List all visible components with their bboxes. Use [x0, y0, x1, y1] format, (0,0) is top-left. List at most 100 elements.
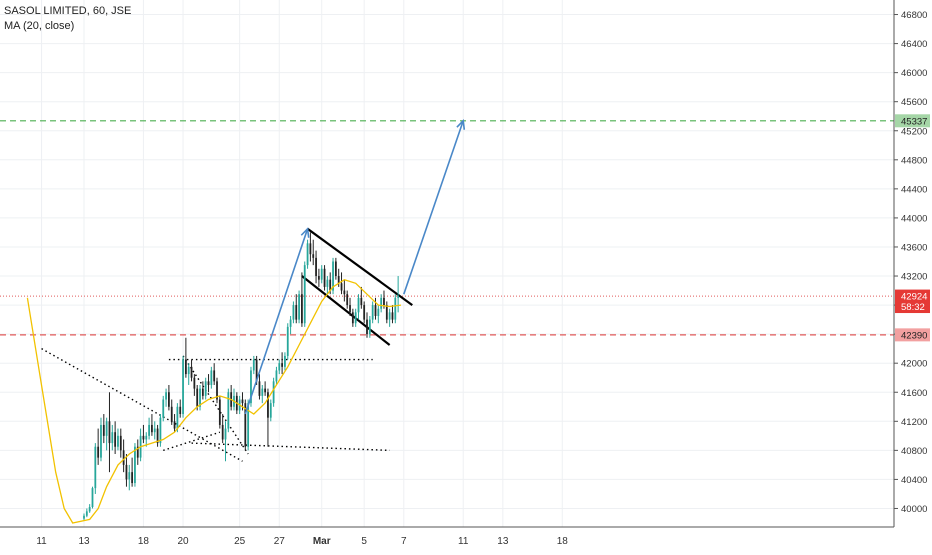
candle-body	[281, 363, 283, 367]
candle	[346, 290, 349, 309]
arrow-projection	[403, 120, 464, 295]
y-tick-label: 46800	[901, 10, 927, 21]
candle-body	[153, 428, 156, 433]
candle	[281, 352, 283, 375]
candle	[306, 239, 309, 269]
candle-body	[187, 366, 190, 375]
candle-body	[117, 435, 119, 447]
candle	[170, 399, 173, 425]
candle	[377, 305, 380, 324]
candle	[224, 421, 227, 462]
candle	[168, 384, 170, 411]
candle	[363, 301, 366, 324]
candle-body	[142, 435, 145, 440]
candle	[391, 305, 394, 324]
candle	[366, 312, 368, 338]
candle-body	[292, 305, 295, 320]
candle	[94, 443, 97, 494]
candles	[83, 232, 400, 521]
price-marker-target: 45337	[895, 114, 930, 128]
candle-body	[100, 424, 102, 458]
candle-body	[323, 268, 326, 287]
y-tick-label: 43200	[901, 272, 927, 283]
y-tick-label: 44800	[901, 155, 927, 166]
candle	[312, 239, 315, 266]
candle	[117, 428, 119, 451]
candle-body	[261, 388, 264, 396]
candle-body	[88, 507, 91, 512]
y-tick-label: 43600	[901, 242, 927, 253]
candle-body	[255, 359, 258, 382]
candle	[114, 421, 117, 454]
candle-body	[184, 359, 187, 375]
price-marker-countdown: 58:32	[895, 300, 930, 314]
candle-body	[267, 392, 269, 418]
candle	[354, 308, 357, 327]
price-marker-bg	[895, 289, 930, 303]
candle	[184, 337, 187, 378]
candle-body	[252, 359, 255, 371]
candle	[250, 366, 252, 407]
candle-body	[102, 424, 105, 436]
candle	[351, 308, 354, 327]
x-tick-label: 18	[557, 536, 569, 547]
candle-body	[151, 424, 153, 433]
candle	[275, 366, 278, 385]
candle-body	[221, 424, 224, 440]
candle	[295, 294, 298, 324]
x-tick-label: Mar	[313, 536, 331, 547]
candle-body	[201, 388, 204, 396]
candle-body	[114, 432, 117, 447]
candle	[148, 417, 150, 440]
y-tick-label: 40000	[901, 504, 927, 515]
candle-body	[148, 424, 150, 436]
candle-body	[224, 428, 227, 440]
candle-body	[111, 432, 114, 444]
candle	[394, 294, 397, 324]
candle	[213, 363, 216, 385]
candle	[323, 265, 326, 291]
candle	[210, 366, 213, 389]
y-tick-label: 45200	[901, 126, 927, 137]
candle	[119, 428, 122, 458]
chart-legend: SASOL LIMITED, 60, JSE MA (20, close)	[4, 4, 131, 34]
candle	[261, 384, 264, 404]
candle-body	[303, 265, 306, 324]
candle-body	[213, 370, 216, 382]
x-tick-label: 11	[458, 536, 469, 547]
candle	[303, 261, 306, 327]
candle-body	[326, 279, 329, 287]
candle-body	[315, 257, 317, 277]
candle	[151, 414, 153, 436]
x-tick-label: 20	[177, 536, 189, 547]
candle	[278, 359, 281, 375]
candle-body	[168, 392, 170, 407]
candle-body	[334, 261, 337, 277]
candle-body	[244, 403, 247, 447]
candle-body	[264, 388, 267, 393]
y-tick-label: 40800	[901, 446, 927, 457]
candle	[309, 232, 312, 262]
candle-body	[343, 290, 346, 295]
candle-body	[275, 370, 278, 382]
candle-body	[199, 388, 201, 407]
price-marker-bg	[895, 328, 930, 342]
candle	[105, 417, 108, 451]
candle	[142, 424, 145, 444]
candle	[343, 279, 346, 302]
candle	[371, 301, 374, 324]
candle	[201, 381, 204, 400]
candle	[385, 301, 388, 324]
legend-title: SASOL LIMITED, 60, JSE	[4, 5, 132, 17]
line-flag-top	[306, 227, 413, 306]
candle-body	[329, 279, 332, 291]
candle	[128, 464, 131, 491]
candle-body	[182, 359, 184, 415]
candle-body	[363, 305, 366, 320]
candle-body	[374, 305, 377, 316]
candle	[122, 439, 125, 473]
line-wedge-lower	[163, 431, 221, 452]
